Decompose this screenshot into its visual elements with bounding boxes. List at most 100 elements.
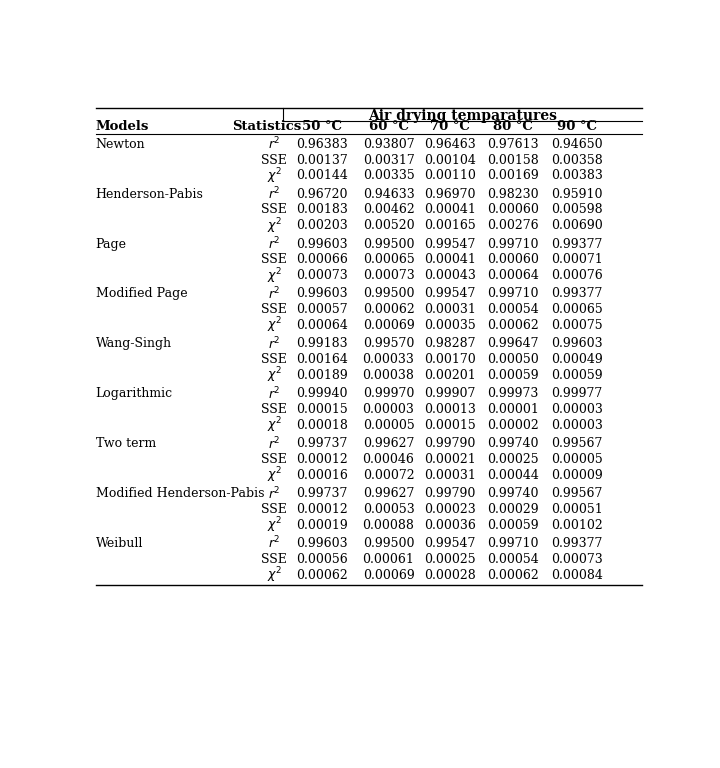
- Text: 0.99977: 0.99977: [552, 387, 603, 400]
- Text: 0.00088: 0.00088: [363, 518, 415, 531]
- Text: 0.00165: 0.00165: [424, 220, 476, 232]
- Text: 0.00358: 0.00358: [552, 154, 603, 167]
- Text: 0.00169: 0.00169: [487, 170, 539, 182]
- Text: 0.00203: 0.00203: [296, 220, 348, 232]
- Text: 0.00002: 0.00002: [487, 419, 539, 432]
- Text: 0.00033: 0.00033: [363, 353, 415, 366]
- Text: Modified Henderson-Pabis: Modified Henderson-Pabis: [96, 487, 264, 500]
- Text: 0.99603: 0.99603: [552, 337, 603, 350]
- Text: 0.00069: 0.00069: [363, 568, 415, 581]
- Text: 0.00060: 0.00060: [487, 204, 539, 217]
- Text: 0.00018: 0.00018: [296, 419, 348, 432]
- Text: $r^2$: $r^2$: [268, 336, 280, 353]
- Text: 0.00031: 0.00031: [424, 468, 476, 482]
- Text: 0.96463: 0.96463: [424, 137, 476, 151]
- Text: 0.00025: 0.00025: [487, 453, 539, 466]
- Text: $r^2$: $r^2$: [268, 485, 280, 502]
- Text: Wang-Singh: Wang-Singh: [96, 337, 171, 350]
- Text: 0.00069: 0.00069: [363, 319, 415, 332]
- Text: 0.00144: 0.00144: [296, 170, 348, 182]
- Text: 0.00021: 0.00021: [424, 453, 476, 466]
- Text: 0.00170: 0.00170: [424, 353, 476, 366]
- Text: Models: Models: [96, 120, 149, 133]
- Text: 0.00064: 0.00064: [296, 319, 348, 332]
- Text: SSE: SSE: [261, 353, 287, 366]
- Text: $r^2$: $r^2$: [268, 286, 280, 303]
- Text: $\chi^2$: $\chi^2$: [266, 366, 282, 386]
- Text: 0.99740: 0.99740: [487, 437, 539, 450]
- Text: 0.00071: 0.00071: [552, 253, 603, 266]
- Text: 0.00520: 0.00520: [363, 220, 414, 232]
- Text: 0.99377: 0.99377: [552, 237, 603, 250]
- Text: 0.00061: 0.00061: [363, 553, 415, 566]
- Text: Page: Page: [96, 237, 127, 250]
- Text: 0.00462: 0.00462: [363, 204, 415, 217]
- Text: 0.00031: 0.00031: [424, 303, 476, 316]
- Text: SSE: SSE: [261, 154, 287, 167]
- Text: 0.00059: 0.00059: [487, 518, 539, 531]
- Text: 0.00038: 0.00038: [363, 369, 415, 382]
- Text: 0.00060: 0.00060: [487, 253, 539, 266]
- Text: 0.00062: 0.00062: [487, 319, 539, 332]
- Text: 0.00036: 0.00036: [424, 518, 476, 531]
- Text: 0.00137: 0.00137: [296, 154, 348, 167]
- Text: 0.00041: 0.00041: [424, 204, 476, 217]
- Text: 0.97613: 0.97613: [487, 137, 539, 151]
- Text: 0.00035: 0.00035: [424, 319, 476, 332]
- Text: 0.00073: 0.00073: [552, 553, 603, 566]
- Text: 0.00025: 0.00025: [424, 553, 476, 566]
- Text: 0.00104: 0.00104: [424, 154, 476, 167]
- Text: $\chi^2$: $\chi^2$: [266, 565, 282, 585]
- Text: 0.00062: 0.00062: [296, 568, 348, 581]
- Text: 0.00019: 0.00019: [296, 518, 348, 531]
- Text: 0.00076: 0.00076: [552, 270, 603, 282]
- Text: 0.00073: 0.00073: [296, 270, 348, 282]
- Text: 0.00066: 0.00066: [296, 253, 348, 266]
- Text: 0.99567: 0.99567: [552, 437, 603, 450]
- Text: 0.96720: 0.96720: [296, 187, 347, 200]
- Text: 0.00043: 0.00043: [424, 270, 476, 282]
- Text: SSE: SSE: [261, 403, 287, 416]
- Text: 0.00012: 0.00012: [296, 503, 348, 516]
- Text: 0.00023: 0.00023: [424, 503, 476, 516]
- Text: SSE: SSE: [261, 503, 287, 516]
- Text: 0.00201: 0.00201: [424, 369, 476, 382]
- Text: 0.00051: 0.00051: [552, 503, 603, 516]
- Text: $r^2$: $r^2$: [268, 386, 280, 402]
- Text: 0.96970: 0.96970: [424, 187, 476, 200]
- Text: 0.99183: 0.99183: [296, 337, 347, 350]
- Text: 80 °C: 80 °C: [493, 120, 533, 133]
- Text: $\chi^2$: $\chi^2$: [266, 316, 282, 336]
- Text: 0.99627: 0.99627: [363, 487, 414, 500]
- Text: SSE: SSE: [261, 253, 287, 266]
- Text: 0.00028: 0.00028: [424, 568, 476, 581]
- Text: 0.99940: 0.99940: [296, 387, 347, 400]
- Text: 0.00005: 0.00005: [363, 419, 415, 432]
- Text: 0.00317: 0.00317: [363, 154, 415, 167]
- Text: 0.99790: 0.99790: [424, 487, 476, 500]
- Text: 0.00029: 0.00029: [487, 503, 539, 516]
- Text: 0.99547: 0.99547: [424, 537, 476, 550]
- Text: 0.99603: 0.99603: [296, 537, 347, 550]
- Text: 0.94633: 0.94633: [363, 187, 415, 200]
- Text: $\chi^2$: $\chi^2$: [266, 465, 282, 485]
- Text: $r^2$: $r^2$: [268, 236, 280, 253]
- Text: 0.99647: 0.99647: [487, 337, 539, 350]
- Text: 0.00075: 0.00075: [552, 319, 603, 332]
- Text: 0.99973: 0.99973: [487, 387, 539, 400]
- Text: 90 °C: 90 °C: [557, 120, 597, 133]
- Text: Air drying temparatures: Air drying temparatures: [368, 109, 557, 123]
- Text: Statistics: Statistics: [233, 120, 302, 133]
- Text: 0.99710: 0.99710: [487, 237, 539, 250]
- Text: 0.00015: 0.00015: [424, 419, 476, 432]
- Text: $r^2$: $r^2$: [268, 186, 280, 203]
- Text: 0.99547: 0.99547: [424, 237, 476, 250]
- Text: SSE: SSE: [261, 303, 287, 316]
- Text: 0.99570: 0.99570: [363, 337, 414, 350]
- Text: 0.99603: 0.99603: [296, 287, 347, 300]
- Text: $r^2$: $r^2$: [268, 136, 280, 153]
- Text: 0.99377: 0.99377: [552, 537, 603, 550]
- Text: SSE: SSE: [261, 453, 287, 466]
- Text: 0.99500: 0.99500: [363, 537, 414, 550]
- Text: 0.00059: 0.00059: [552, 369, 603, 382]
